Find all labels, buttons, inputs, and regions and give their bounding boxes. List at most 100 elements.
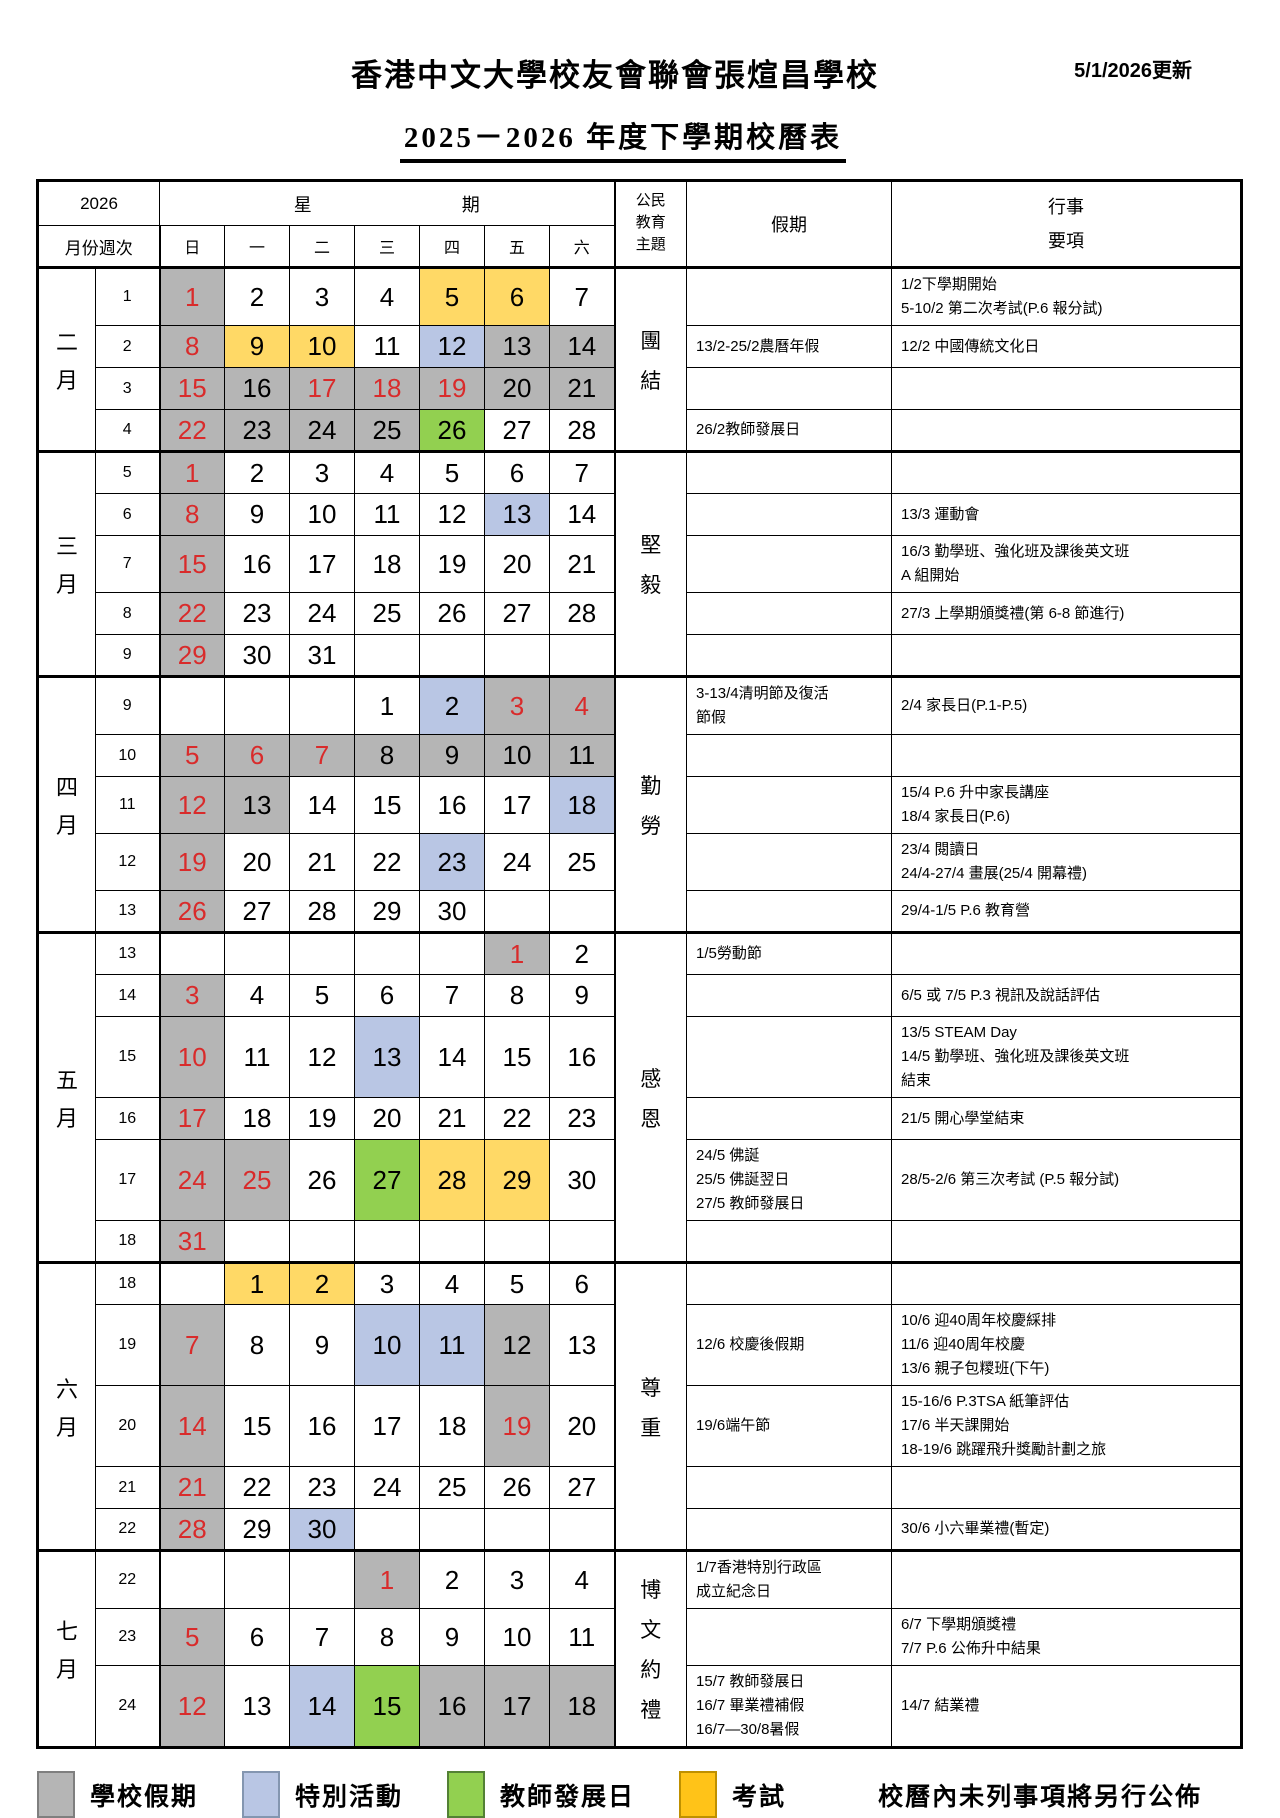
day-cell: 20	[354, 1097, 421, 1140]
page-subtitle: 2025－2026 年度下學期校曆表	[399, 114, 847, 163]
day-cell: 11	[549, 734, 616, 777]
week-number-cell: 15	[94, 1016, 161, 1098]
holiday-cell	[686, 833, 893, 891]
week-row: 3 15 16 17 18 19 20 21	[38, 367, 1243, 410]
day-cell: 15	[224, 1385, 291, 1467]
day-cell: 28	[419, 1139, 486, 1221]
holiday-cell: 13/2-25/2農曆年假	[686, 325, 893, 368]
day-cell: 21	[549, 535, 616, 593]
week-row: 6 8 9 10 11 12 13 14 13/3 運動會	[38, 493, 1243, 536]
month-label-cell: 五月	[37, 931, 96, 1263]
week-number-cell: 6	[94, 493, 161, 536]
day-cell: 1	[158, 450, 226, 494]
civic-theme-char: 團	[640, 328, 662, 353]
day-cell: 19	[484, 1385, 551, 1467]
week-row: 四月 9 1 2 3 4 勤勞 3-13/4清明節及復活 節假 2/4 家長日(P.1-P.5)	[37, 675, 1243, 933]
day-cell: 6	[484, 450, 551, 494]
day-cell: 24	[484, 833, 551, 891]
day-cell: 6	[549, 1261, 616, 1305]
week-number-cell: 9	[94, 675, 161, 735]
week-number-cell: 22	[94, 1508, 161, 1551]
day-cell: 16	[549, 1016, 616, 1098]
week-row: 七月 22 1 2 3 4 博文約禮 1/7香港特別行政區 成立紀念日	[37, 1549, 1243, 1748]
weekday-header-cell: 三	[354, 225, 421, 268]
day-cell: 27	[224, 890, 291, 933]
holiday-cell: 26/2教師發展日	[686, 409, 893, 452]
day-cell	[484, 1220, 551, 1263]
day-cell: 9	[224, 325, 291, 368]
legend-item: 學校假期	[37, 1771, 198, 1818]
holiday-cell	[686, 734, 893, 777]
month-label-cell: 四月	[37, 675, 96, 933]
events-cell: 6/7 下學期頒獎禮 7/7 P.6 公佈升中結果	[891, 1608, 1243, 1666]
day-cell: 28	[549, 592, 616, 635]
civic-theme-header-lines: 公民 教育 主題	[617, 191, 686, 256]
day-cell: 10	[354, 1304, 421, 1386]
day-cell: 22	[224, 1466, 291, 1509]
week-number-cell: 18	[94, 1261, 161, 1305]
events-cell: 21/5 開心學堂結束	[891, 1097, 1243, 1140]
day-cell: 21	[289, 833, 356, 891]
day-cell: 18	[549, 1665, 616, 1748]
day-cell: 25	[419, 1466, 486, 1509]
weekday-row: 月份週次 日一二三四五六	[36, 225, 1242, 268]
civic-theme-char: 恩	[640, 1106, 662, 1131]
events-cell	[891, 1549, 1243, 1609]
holiday-cell: 1/7香港特別行政區 成立紀念日	[686, 1549, 893, 1609]
day-cell: 15	[354, 1665, 421, 1748]
month-label: 二月	[39, 325, 95, 395]
day-cell: 13	[484, 493, 551, 536]
day-cell: 5	[484, 1261, 551, 1305]
week-row: 23 5 6 7 8 9 10 11 6/7 下學期頒獎禮 7/7 P.6 公佈升中結果	[38, 1608, 1243, 1666]
day-cell	[289, 931, 356, 975]
day-cell: 10	[158, 1016, 226, 1098]
week-row: 16 17 18 19 20 21 22 23 21/5 開心學堂結束	[38, 1097, 1243, 1140]
week-number-cell: 3	[94, 367, 161, 410]
day-cell: 28	[158, 1508, 226, 1551]
day-cell: 9	[289, 1304, 356, 1386]
day-cell: 28	[289, 890, 356, 933]
civic-theme: 感恩	[617, 1063, 686, 1133]
day-cell: 11	[419, 1304, 486, 1386]
week-header-char: 星	[293, 194, 312, 215]
day-cell: 10	[289, 493, 356, 536]
month-label-char: 月	[55, 572, 78, 597]
day-cell: 20	[224, 833, 291, 891]
day-cell: 30	[419, 890, 486, 933]
week-number-cell: 1	[94, 266, 161, 326]
week-row: 五月 13 1 2 感恩 1/5勞動節	[37, 931, 1243, 1263]
month-label-char: 月	[55, 812, 78, 838]
day-cell: 10	[484, 734, 551, 777]
day-cell	[484, 1508, 551, 1551]
day-cell: 5	[419, 266, 486, 326]
updated-date: 5/1/2026更新	[1074, 60, 1192, 82]
month-label-char: 七	[55, 1619, 78, 1644]
month-label-char: 二	[55, 329, 78, 355]
day-cell	[224, 1220, 291, 1263]
holiday-cell	[686, 1016, 893, 1098]
civic-theme-char: 尊	[640, 1375, 662, 1400]
civic-theme: 尊重	[617, 1372, 686, 1442]
holiday-cell	[686, 592, 893, 635]
day-cell	[419, 1220, 486, 1263]
day-cell: 24	[158, 1139, 226, 1221]
month-label-char: 月	[55, 1657, 78, 1682]
week-number-cell: 21	[94, 1466, 161, 1509]
day-cell: 15	[158, 367, 226, 410]
day-cell: 8	[224, 1304, 291, 1386]
week-number-cell: 19	[94, 1304, 161, 1386]
events-cell: 2/4 家長日(P.1-P.5)	[891, 675, 1243, 735]
day-cell: 12	[419, 493, 486, 536]
week-number-cell: 2	[94, 325, 161, 368]
subtitle-row: 2025－2026 年度下學期校曆表	[0, 114, 1280, 163]
day-cell: 7	[549, 266, 616, 326]
day-cell: 31	[289, 634, 356, 677]
week-header-char: 期	[461, 194, 480, 215]
day-cell: 14	[419, 1016, 486, 1098]
day-cell	[484, 634, 551, 677]
legend-swatch	[242, 1771, 281, 1818]
events-cell: 30/6 小六畢業禮(暫定)	[891, 1508, 1243, 1551]
day-cell	[549, 634, 616, 677]
day-cell: 13	[224, 1665, 291, 1748]
